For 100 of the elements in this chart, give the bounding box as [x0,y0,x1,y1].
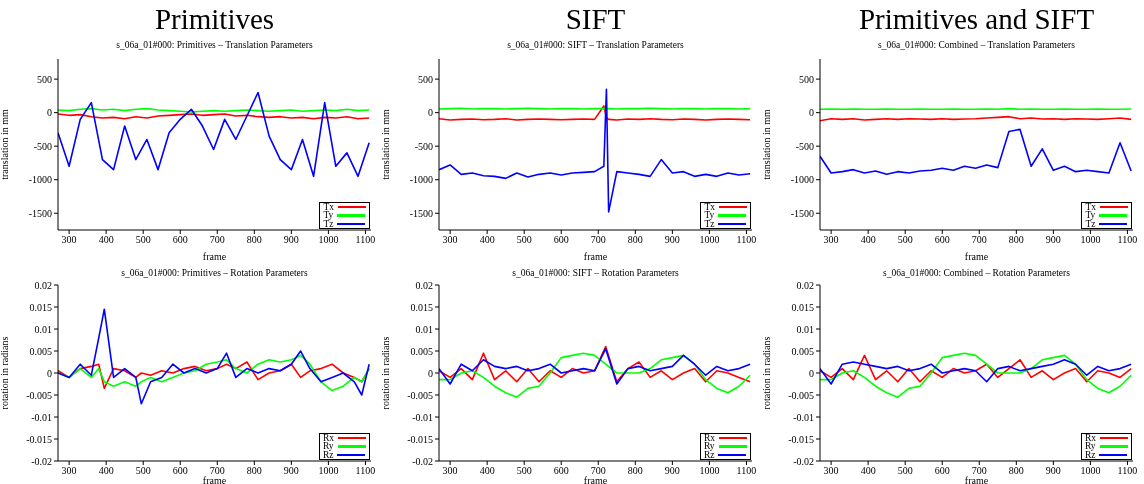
x-tick-label: 400 [98,234,114,246]
x-tick-label: 1100 [355,234,376,246]
legend-label: Tx [704,201,715,212]
legend-label: Ty [323,210,334,220]
x-tick-label: 400 [860,465,876,477]
y-tick-label: 0.02 [796,279,814,291]
y-tick-label: -1500 [28,207,52,219]
chart-subtitle: s_06a_01#000: SIFT – Translation Parameters [506,39,685,52]
x-tick-label: 300 [823,465,839,477]
y-tick-label: 0.01 [34,323,52,335]
x-tick-label: 300 [61,465,77,477]
y-axis-title: translation in mm [760,109,772,180]
y-tick-label: -0.02 [412,455,433,467]
y-tick-label: -0.005 [407,389,433,401]
y-tick-label: 0.015 [410,301,433,313]
y-tick-label: 0.005 [791,345,814,357]
line-series [439,105,751,121]
y-axis-title: rotation in radians [760,336,772,410]
line-series [820,359,1132,385]
y-tick-label: -0.01 [412,411,433,423]
chart-title: SIFT [564,2,627,37]
legend-label: Tx [323,201,334,212]
legend-label: Ty [1085,210,1096,220]
chart-subtitle: s_06a_01#000: Primitives – Translation Parameters [115,39,314,52]
x-tick-label: 700 [590,465,606,477]
y-tick-label: 0 [809,107,814,119]
x-axis-title: frame [583,251,608,262]
legend-label: Rx [322,432,334,443]
x-tick-label: 600 [934,234,950,246]
legend-label: Ty [704,210,715,220]
y-tick-label: -1500 [790,207,814,219]
x-tick-label: 600 [172,234,188,246]
x-tick-label: 500 [135,465,151,477]
x-tick-label: 800 [1008,465,1024,477]
y-tick-label: 0.015 [29,301,52,313]
x-tick-label: 900 [1045,465,1061,477]
line-series [58,91,370,178]
y-tick-label: 0.01 [415,323,433,335]
x-tick-label: 700 [209,234,225,246]
y-tick-label: -0.015 [407,433,433,445]
y-tick-label: -1000 [409,174,433,186]
x-tick-label: 1000 [699,465,720,477]
y-tick-label: 0 [428,107,433,119]
x-tick-label: 1000 [699,234,720,246]
line-series [439,352,751,398]
y-tick-label: 0.02 [34,279,52,291]
y-axis-title: rotation in radians [379,336,391,410]
y-tick-label: -1000 [28,174,52,186]
x-tick-label: 1100 [355,465,376,477]
y-tick-label: -0.015 [788,433,814,445]
y-tick-label: -0.02 [793,455,814,467]
x-axis-title: frame [964,251,989,262]
legend-label: Rx [703,432,715,443]
chart-title: Primitives [153,2,276,37]
x-tick-label: 300 [442,465,458,477]
x-tick-label: 1100 [736,465,757,477]
x-tick-label: 500 [897,234,913,246]
x-tick-label: 600 [553,465,569,477]
chart-title: s_06a_01#000: Combined – Rotation Parameters [883,268,1070,278]
x-tick-label: 900 [664,465,680,477]
x-tick-label: 600 [172,465,188,477]
y-tick-label: -0.02 [31,455,52,467]
line-series [820,352,1132,398]
legend-label: Rx [1084,432,1096,443]
line-series [820,354,1132,383]
x-tick-label: 400 [860,234,876,246]
chart-title: s_06a_01#000: SIFT – Rotation Parameters [512,268,679,278]
x-tick-label: 800 [627,465,643,477]
x-tick-label: 900 [1045,234,1061,246]
y-tick-label: -1500 [409,207,433,219]
y-tick-label: -0.01 [31,411,52,423]
y-axis-title: rotation in radians [0,336,10,410]
x-tick-label: 800 [246,234,262,246]
x-tick-label: 400 [479,465,495,477]
x-tick-label: 1100 [1117,465,1138,477]
y-tick-label: 500 [799,73,814,85]
x-tick-label: 800 [627,234,643,246]
x-tick-label: 700 [971,465,987,477]
x-tick-label: 700 [590,234,606,246]
y-tick-label: -0.005 [26,389,52,401]
y-tick-label: 0.02 [415,279,433,291]
x-tick-label: 700 [209,465,225,477]
x-tick-label: 600 [553,234,569,246]
chart-subtitle: s_06a_01#000: Combined – Translation Parameters [877,39,1076,52]
x-tick-label: 800 [1008,234,1024,246]
y-tick-label: 500 [418,73,433,85]
x-tick-label: 500 [516,234,532,246]
x-tick-label: 400 [98,465,114,477]
legend-label: Tx [1085,201,1096,212]
x-axis-title: frame [964,475,989,484]
y-tick-label: -0.015 [26,433,52,445]
x-tick-label: 500 [897,465,913,477]
y-tick-label: 0.015 [791,301,814,313]
x-axis-title: frame [202,475,227,484]
x-tick-label: 900 [283,465,299,477]
legend-label: Ry [703,441,715,451]
x-tick-label: 300 [442,234,458,246]
chart-title: Primitives and SIFT [857,2,1096,37]
x-tick-label: 900 [283,234,299,246]
x-tick-label: 1000 [318,234,339,246]
